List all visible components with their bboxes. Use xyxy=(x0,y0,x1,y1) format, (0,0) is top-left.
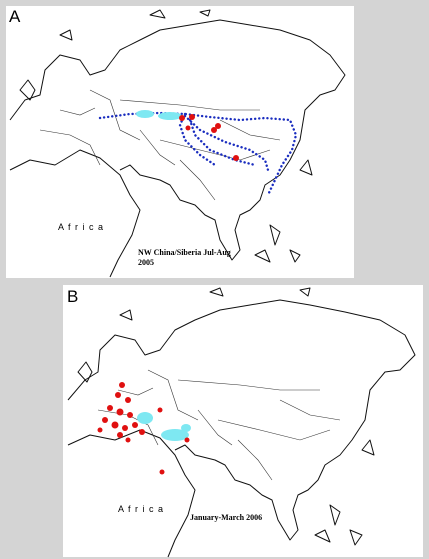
red-point xyxy=(127,412,133,418)
red-point xyxy=(102,417,108,423)
panel-label: B xyxy=(67,287,78,306)
continent-outline xyxy=(67,299,416,558)
red-point xyxy=(125,437,131,443)
cyan-area xyxy=(136,110,154,118)
cyan-area xyxy=(137,412,153,424)
map-outlines xyxy=(9,9,346,278)
red-point xyxy=(184,437,190,443)
islands xyxy=(19,9,313,263)
outbreak-sites xyxy=(97,382,191,475)
red-point xyxy=(116,408,124,416)
panel-background xyxy=(63,285,423,557)
panel-a: A A f r i c a NW China/Siberia Jul-Aug 2… xyxy=(6,6,354,278)
red-point xyxy=(132,422,138,428)
red-point xyxy=(125,397,131,403)
panel-b: B A f r i c a January-March 2006 xyxy=(63,285,423,558)
route xyxy=(178,112,217,167)
caption-line: NW China/Siberia Jul-Aug xyxy=(138,248,231,257)
outbreak-sites xyxy=(136,110,239,161)
red-point xyxy=(117,432,123,438)
caption-line: January-March 2006 xyxy=(190,513,262,522)
route xyxy=(183,114,270,172)
caption-line: 2005 xyxy=(138,258,154,267)
red-point xyxy=(97,427,103,433)
red-point xyxy=(139,429,145,435)
red-point xyxy=(215,123,221,129)
red-point xyxy=(122,425,128,431)
red-point xyxy=(179,115,185,121)
red-point xyxy=(233,155,239,161)
cyan-area xyxy=(181,424,191,432)
red-point xyxy=(159,469,165,475)
red-point xyxy=(211,127,217,133)
red-point xyxy=(111,421,119,429)
red-point xyxy=(157,407,163,413)
red-point xyxy=(119,382,125,388)
red-point xyxy=(115,392,121,398)
cyan-area xyxy=(161,429,189,441)
red-point xyxy=(189,114,195,120)
cyan-area xyxy=(158,112,182,120)
map-outlines xyxy=(67,287,416,558)
panel-background xyxy=(6,6,354,278)
route xyxy=(188,118,257,167)
migration-routes xyxy=(98,111,298,197)
panel-label: A xyxy=(9,7,21,26)
continent-label: A f r i c a xyxy=(58,222,104,232)
continent-label: A f r i c a xyxy=(118,504,164,514)
country-borders xyxy=(39,89,281,201)
continent-outline xyxy=(9,19,346,278)
red-point xyxy=(107,405,113,411)
red-point xyxy=(185,125,191,131)
islands xyxy=(77,287,375,546)
